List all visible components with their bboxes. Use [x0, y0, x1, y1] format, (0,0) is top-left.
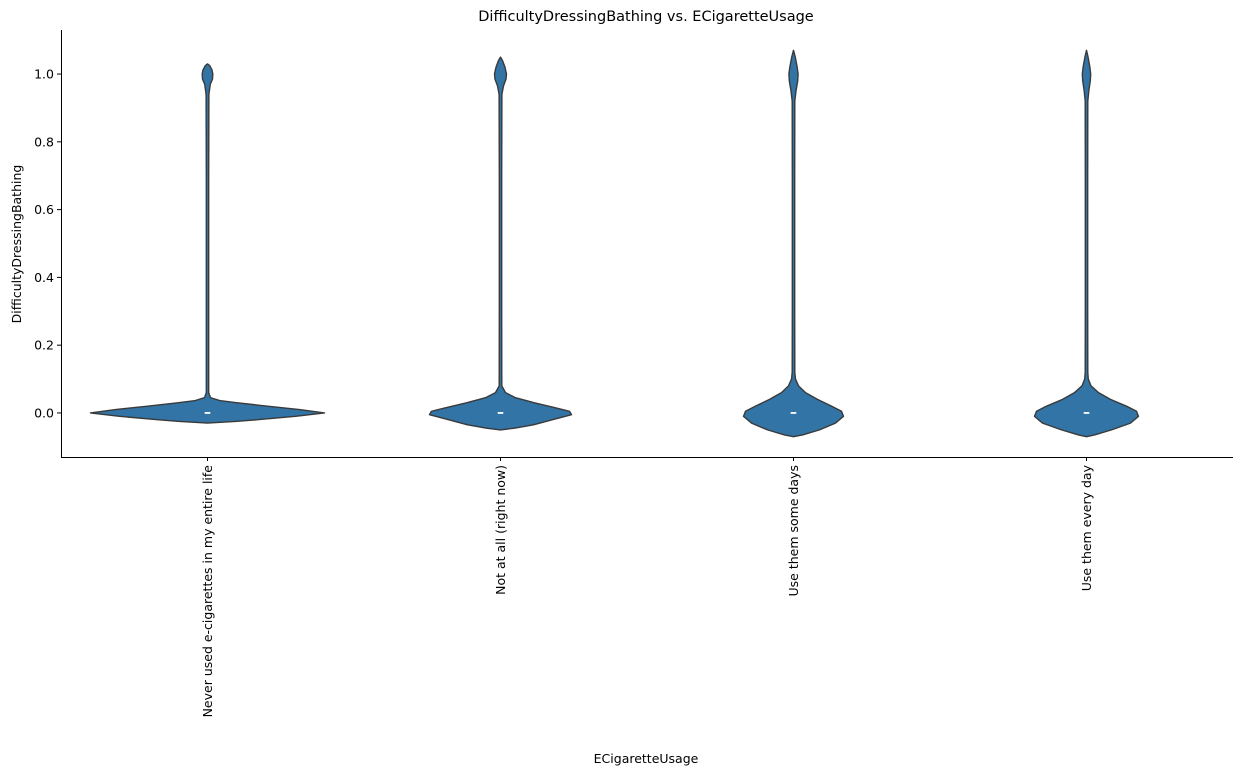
x-axis-title: ECigaretteUsage [594, 751, 699, 766]
x-tick-label: Not at all (right now) [493, 465, 508, 595]
violin-body [742, 49, 845, 438]
plot-area [89, 49, 1140, 438]
y-tick-label: 0.6 [34, 202, 54, 217]
x-tick-label: Use them some days [786, 465, 801, 597]
chart-title: DifficultyDressingBathing vs. ECigarette… [478, 9, 814, 25]
y-tick-label: 0.0 [34, 405, 54, 420]
y-ticks: 0.0 0.2 0.4 0.6 0.8 1.0 [34, 67, 61, 420]
x-tick-label: Use them every day [1079, 464, 1094, 591]
violin-body [1033, 49, 1140, 438]
y-tick-label: 0.4 [34, 270, 54, 285]
x-ticks: Never used e-cigarettes in my entire lif… [200, 457, 1094, 717]
y-tick-label: 0.2 [34, 338, 54, 353]
violin-body [428, 56, 573, 431]
x-tick-label: Never used e-cigarettes in my entire lif… [200, 465, 215, 718]
y-tick-label: 1.0 [34, 67, 54, 82]
violin-body [89, 63, 326, 424]
y-tick-label: 0.8 [34, 134, 54, 149]
y-axis-title: DifficultyDressingBathing [9, 165, 24, 324]
